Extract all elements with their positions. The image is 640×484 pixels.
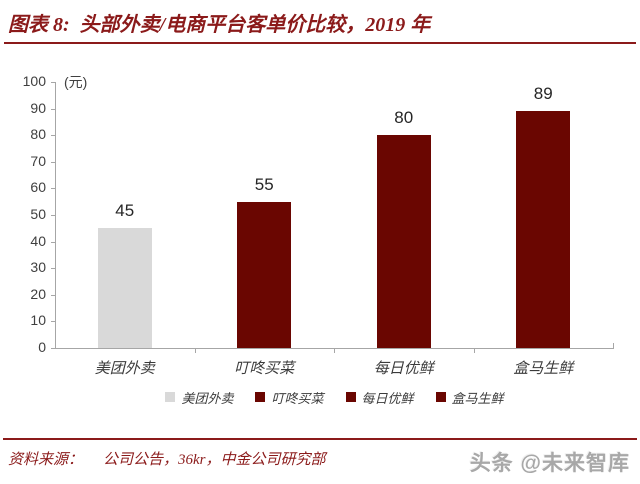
x-axis-category-label: 每日优鲜 (373, 361, 434, 377)
legend-swatch-icon (345, 392, 356, 402)
source-label: 资料来源： (8, 452, 84, 468)
x-axis-tick (334, 349, 335, 353)
bar (237, 201, 292, 348)
y-axis-tick (51, 294, 55, 296)
x-axis-category-label: 盒马生鲜 (513, 361, 574, 377)
legend-label: 叮咚买菜 (271, 390, 324, 406)
y-axis-tick-label: 60 (30, 179, 46, 196)
legend-item: 每日优鲜 (345, 388, 414, 407)
bar (97, 228, 152, 348)
y-axis-tick (51, 161, 55, 163)
figure-title: 图表 8: 头部外卖/电商平台客单价比较，2019 年 (8, 14, 431, 36)
chart-legend: 美团外卖 叮咚买菜 每日优鲜 盒马生鲜 (55, 388, 614, 406)
y-axis-tick-label: 10 (30, 312, 46, 329)
x-axis-category-label: 叮咚买菜 (234, 361, 295, 377)
legend-swatch-icon (435, 392, 446, 402)
watermark-toutiao: 头条 @未来智库 (469, 452, 630, 475)
legend-item: 盒马生鲜 (435, 388, 504, 407)
y-axis-tick-label: 30 (30, 259, 46, 276)
bar-value-label: 55 (254, 174, 274, 194)
y-axis-tick-label: 80 (30, 126, 46, 143)
title-divider-rule (4, 42, 636, 44)
legend-swatch-icon (165, 392, 176, 402)
x-axis-category-label: 美团外卖 (94, 361, 155, 377)
y-axis-tick-label: 20 (30, 285, 46, 302)
y-axis-unit-label: (元) (64, 74, 88, 90)
x-axis-line (55, 348, 614, 349)
y-axis-line (55, 82, 56, 348)
y-axis-tick (51, 82, 55, 83)
legend-label: 每日优鲜 (361, 390, 414, 406)
legend-item: 叮咚买菜 (255, 388, 324, 407)
bar (516, 111, 571, 348)
y-axis-tick (51, 188, 55, 190)
y-axis-tick (51, 241, 55, 243)
y-axis-tick (51, 108, 55, 110)
source-text: 公司公告，36kr，中金公司研究部 (103, 452, 326, 468)
y-axis-tick (51, 135, 55, 137)
legend-item: 美团外卖 (165, 388, 233, 407)
x-axis-tick (473, 349, 475, 353)
y-axis-tick (51, 321, 55, 323)
y-axis-tick-label: 0 (38, 339, 46, 355)
bar-value-label: 89 (533, 84, 553, 104)
y-axis-tick-label: 40 (30, 232, 46, 249)
y-axis-tick-label: 50 (30, 206, 46, 222)
y-axis-tick (51, 268, 55, 270)
legend-label: 美团外卖 (181, 390, 234, 406)
y-axis-tick (51, 215, 55, 216)
y-axis-tick-label: 70 (30, 152, 46, 169)
y-axis-tick-label: 90 (30, 99, 46, 116)
y-axis-tick-label: 100 (22, 73, 46, 89)
bar-value-label: 45 (115, 201, 135, 221)
y-axis-tick (51, 348, 55, 349)
legend-swatch-icon (255, 392, 266, 402)
bar-chart: (元) 0 10 20 30 40 50 60 70 80 90 100 45 美团外卖 55 叮咚买菜 80… (22, 73, 614, 377)
source-line: 资料来源： 公司公告，36kr，中金公司研究部 (8, 448, 326, 469)
legend-label: 盒马生鲜 (451, 390, 504, 406)
x-axis-tick (194, 349, 196, 353)
x-axis-end-tick (613, 343, 614, 349)
bar (376, 135, 431, 348)
bar-value-label: 80 (394, 108, 414, 128)
footer-divider-rule (3, 438, 637, 440)
